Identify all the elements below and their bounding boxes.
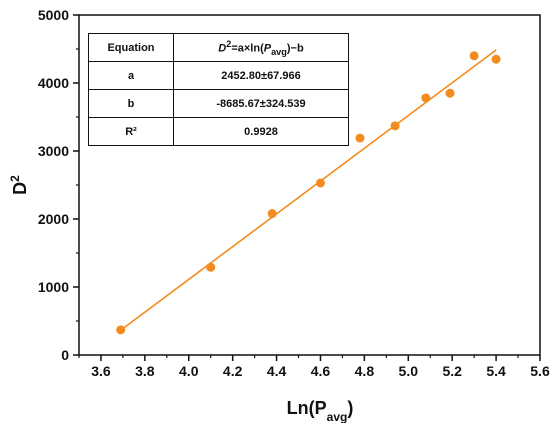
x-tick-label: 3.6 <box>91 363 111 379</box>
data-point <box>267 209 277 219</box>
x-tick-label: 5.4 <box>486 363 506 379</box>
fit-table-row-r2: R² 0.9928 <box>88 117 349 146</box>
data-point <box>390 121 400 131</box>
x-axis-title: Ln(Pavg) <box>287 398 354 423</box>
x-tick-label: 5.6 <box>530 363 550 379</box>
fit-table-value-a: 2452.80±67.966 <box>173 61 349 90</box>
data-point <box>491 54 501 64</box>
data-point <box>116 325 126 335</box>
y-tick-label: 0 <box>61 347 69 363</box>
data-point <box>421 93 431 103</box>
fit-table-row-b: b -8685.67±324.539 <box>88 89 349 118</box>
axis-ticks: 3.6 3.8 4.0 4.2 4.4 4.6 4.8 5.0 5.2 5.4 5.6 0 1000 20… <box>38 7 550 379</box>
y-tick-label: 4000 <box>38 75 69 91</box>
data-point <box>315 178 325 188</box>
x-tick-label: 4.6 <box>311 363 331 379</box>
fit-table: Equation D2=a×ln(Pavg)−b a 2452.80±67.96… <box>88 33 349 146</box>
x-tick-label: 4.2 <box>223 363 243 379</box>
x-tick-label: 4.0 <box>179 363 199 379</box>
y-tick-label: 2000 <box>38 211 69 227</box>
fit-table-row-a: a 2452.80±67.966 <box>88 61 349 90</box>
data-point <box>445 88 455 98</box>
fit-line <box>120 49 497 331</box>
x-tick-label: 5.0 <box>399 363 419 379</box>
fit-table-header-row: Equation D2=a×ln(Pavg)−b <box>88 33 349 62</box>
y-tick-label: 5000 <box>38 7 69 23</box>
x-tick-label: 4.4 <box>267 363 287 379</box>
y-axis-title-superscript: 2 <box>8 175 22 182</box>
fit-table-header-label: Equation <box>88 33 174 62</box>
x-axis-title-subscript: avg <box>327 410 348 423</box>
fit-table-value-r2: 0.9928 <box>173 117 349 146</box>
y-axis-title: D2 <box>8 175 30 195</box>
fit-line-group <box>120 49 497 331</box>
data-point <box>469 51 479 61</box>
fit-table-value-b: -8685.67±324.539 <box>173 89 349 118</box>
fit-table-param-r2: R² <box>88 117 174 146</box>
data-point <box>355 133 365 143</box>
y-tick-label: 1000 <box>38 279 69 295</box>
fit-table-param-b: b <box>88 89 174 118</box>
fit-table-equation: D2=a×ln(Pavg)−b <box>173 33 349 62</box>
data-point <box>206 262 216 272</box>
x-tick-label: 4.8 <box>355 363 375 379</box>
data-points <box>116 51 501 335</box>
x-tick-label: 5.2 <box>442 363 462 379</box>
fit-table-param-a: a <box>88 61 174 90</box>
x-tick-label: 3.8 <box>135 363 155 379</box>
y-tick-label: 3000 <box>38 143 69 159</box>
